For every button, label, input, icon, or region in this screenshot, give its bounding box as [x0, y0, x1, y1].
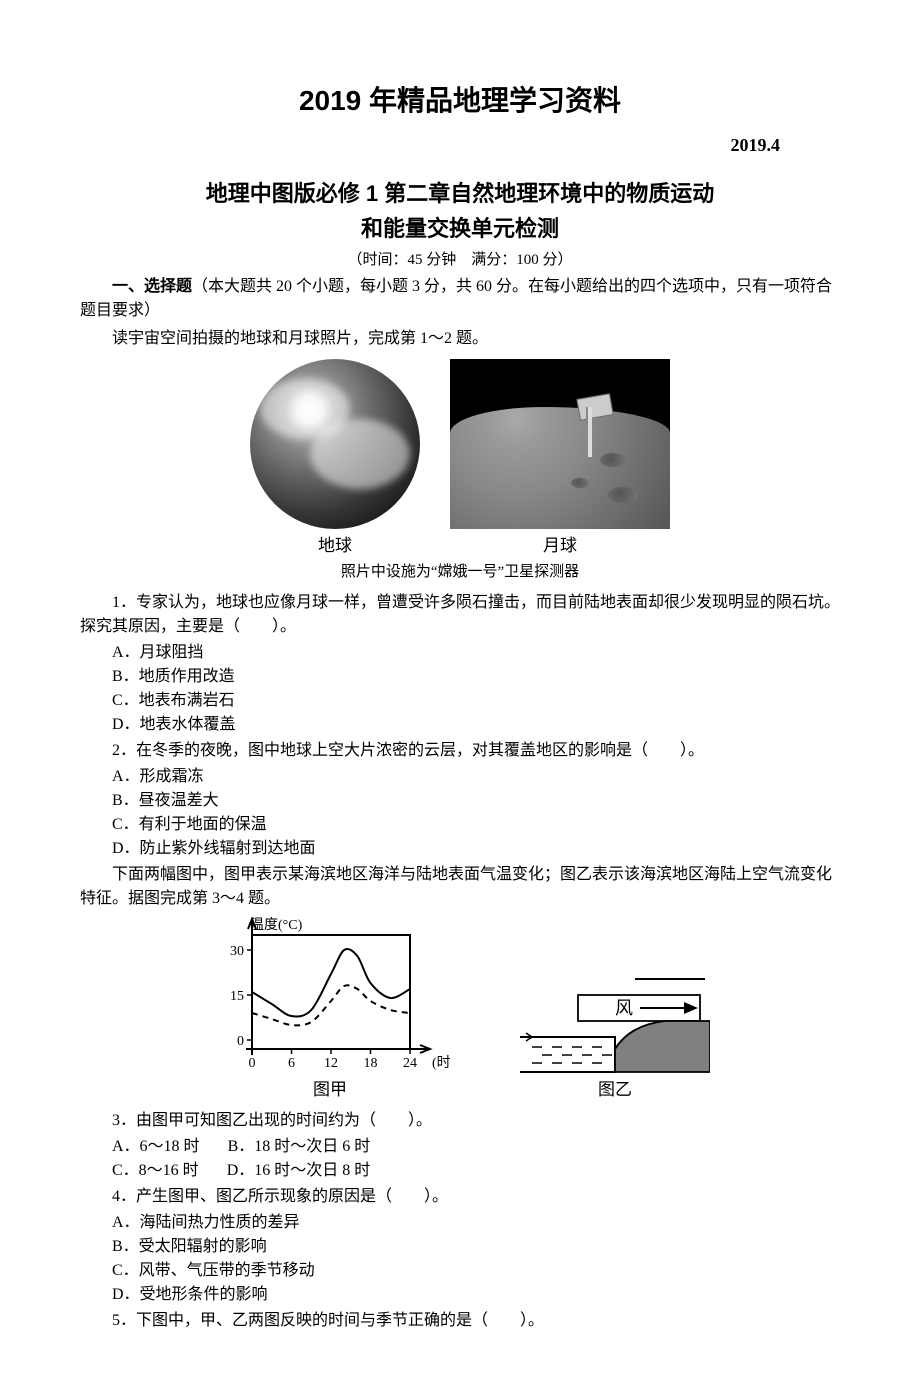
q2-opt-b: B．昼夜温差大	[80, 789, 840, 813]
q3-opt-c: C．8～16 时	[112, 1159, 199, 1183]
svg-text:0: 0	[249, 1056, 256, 1071]
svg-text:风: 风	[615, 998, 633, 1018]
subtitle-line1: 地理中图版必修 1 第二章自然地理环境中的物质运动	[80, 179, 840, 210]
svg-text:0: 0	[237, 1034, 244, 1049]
main-title: 2019 年精品地理学习资料	[80, 80, 840, 122]
q5-stem: 5．下图中，甲、乙两图反映的时间与季节正确的是（ ）。	[80, 1309, 840, 1333]
moon-figure: 月球	[450, 359, 670, 559]
earth-label: 地球	[318, 533, 352, 559]
chart-yi-label: 图乙	[520, 1077, 710, 1103]
q3-opt-d: D．16 时～次日 8 时	[227, 1159, 371, 1183]
svg-text:15: 15	[230, 989, 244, 1004]
q1-opt-d: D．地表水体覆盖	[80, 713, 840, 737]
image-row-earthmoon: 地球 月球	[80, 359, 840, 559]
earth-image	[250, 359, 420, 529]
q1-opt-a: A．月球阻挡	[80, 641, 840, 665]
q3-row2: C．8～16 时 D．16 时～次日 8 时	[80, 1159, 840, 1183]
subtitle-line2: 和能量交换单元检测	[80, 214, 840, 245]
chart-yi-svg: 风	[520, 967, 710, 1077]
svg-text:12: 12	[324, 1056, 338, 1071]
image-caption: 照片中设施为“嫦娥一号”卫星探测器	[80, 561, 840, 584]
chart-jia-label: 图甲	[210, 1077, 450, 1103]
q4-stem: 4．产生图甲、图乙所示现象的原因是（ ）。	[80, 1185, 840, 1209]
q4-opt-a: A．海陆间热力性质的差异	[80, 1211, 840, 1235]
q1-stem: 1．专家认为，地球也应像月球一样，曾遭受许多陨石撞击，而目前陆地表面却很少发现明…	[80, 591, 840, 639]
q2-opt-c: C．有利于地面的保温	[80, 813, 840, 837]
intro-q12: 读宇宙空间拍摄的地球和月球照片，完成第 1～2 题。	[80, 327, 840, 351]
exam-meta: （时间：45 分钟 满分：100 分）	[80, 249, 840, 272]
section1-label: 一、选择题	[112, 278, 192, 295]
q4-opt-d: D．受地形条件的影响	[80, 1283, 840, 1307]
section1-desc: （本大题共 20 个小题，每小题 3 分，共 60 分。在每小题给出的四个选项中…	[80, 278, 832, 319]
q3-opt-b: B．18 时～次日 6 时	[228, 1135, 371, 1159]
chart-yi-wrap: 风 图乙	[520, 967, 710, 1103]
intro-q34: 下面两幅图中，图甲表示某海滨地区海洋与陆地表面气温变化；图乙表示该海滨地区海陆上…	[80, 863, 840, 911]
chart-yi: 风	[520, 967, 710, 1077]
svg-text:30: 30	[230, 944, 244, 959]
svg-text:(时): (时)	[432, 1055, 450, 1071]
q1-opt-b: B．地质作用改造	[80, 665, 840, 689]
q4-opt-c: C．风带、气压带的季节移动	[80, 1259, 840, 1283]
q2-stem: 2．在冬季的夜晚，图中地球上空大片浓密的云层，对其覆盖地区的影响是（ ）。	[80, 739, 840, 763]
q3-opt-a: A．6～18 时	[112, 1135, 200, 1159]
q2-opt-d: D．防止紫外线辐射到达地面	[80, 837, 840, 861]
svg-text:温度(°C): 温度(°C)	[250, 917, 303, 933]
chart-row: 0 15 30 0 6 12 18 24 温度(°C) (时) 图甲 风 图乙	[80, 917, 840, 1103]
svg-text:18: 18	[364, 1056, 378, 1071]
svg-text:24: 24	[403, 1056, 417, 1071]
earth-figure: 地球	[250, 359, 420, 559]
moon-image	[450, 359, 670, 529]
q3-stem: 3．由图甲可知图乙出现的时间约为（ ）。	[80, 1109, 840, 1133]
chart-jia-wrap: 0 15 30 0 6 12 18 24 温度(°C) (时) 图甲	[210, 917, 450, 1103]
q1-opt-c: C．地表布满岩石	[80, 689, 840, 713]
chart-jia: 0 15 30 0 6 12 18 24 温度(°C) (时)	[210, 917, 450, 1077]
q4-opt-b: B．受太阳辐射的影响	[80, 1235, 840, 1259]
moon-label: 月球	[543, 533, 577, 559]
q3-row1: A．6～18 时 B．18 时～次日 6 时	[80, 1135, 840, 1159]
q2-opt-a: A．形成霜冻	[80, 765, 840, 789]
date: 2019.4	[80, 132, 840, 159]
chart-jia-svg: 0 15 30 0 6 12 18 24 温度(°C) (时)	[210, 917, 450, 1077]
svg-text:6: 6	[288, 1056, 295, 1071]
